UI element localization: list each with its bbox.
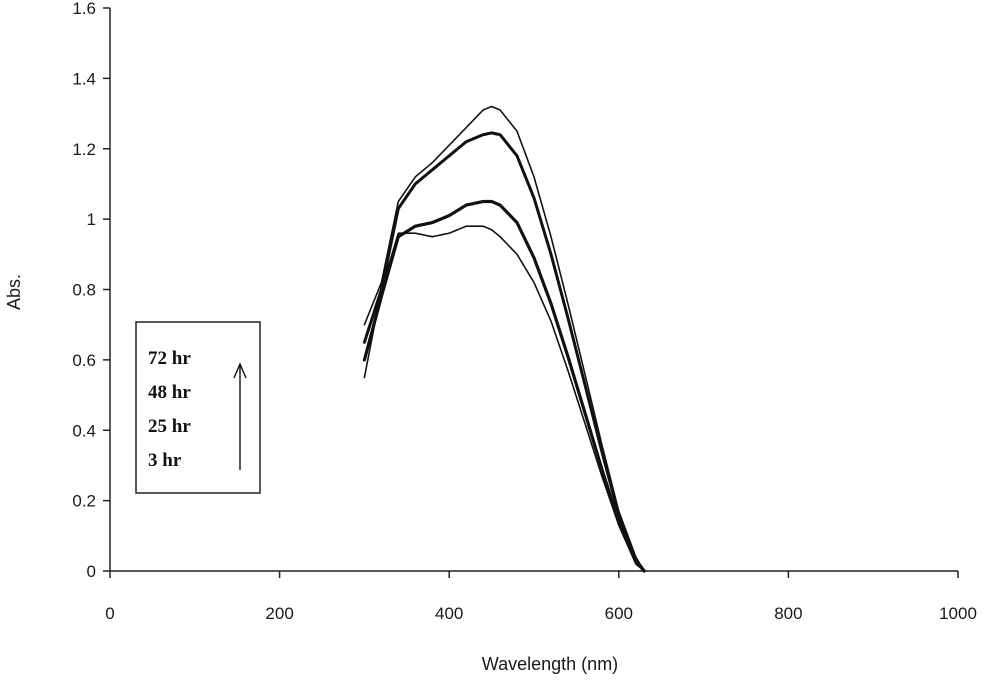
y-tick-label: 1.2 — [72, 140, 96, 159]
x-tick-label: 0 — [105, 604, 114, 623]
y-tick-label: 0.6 — [72, 351, 96, 370]
x-axis-label: Wavelength (nm) — [482, 654, 618, 674]
legend-item: 25 hr — [148, 416, 191, 437]
x-tick-label: 400 — [435, 604, 463, 623]
legend-item: 72 hr — [148, 348, 191, 369]
y-tick-label: 0 — [87, 562, 96, 581]
x-tick-label: 800 — [774, 604, 802, 623]
y-tick-label: 1.6 — [72, 0, 96, 18]
x-tick-label: 600 — [605, 604, 633, 623]
x-tick-label: 200 — [265, 604, 293, 623]
y-tick-label: 0.8 — [72, 281, 96, 300]
legend-item: 48 hr — [148, 382, 191, 403]
legend-arrow-head — [233, 362, 247, 379]
y-tick-label: 1 — [87, 210, 96, 229]
series-line-3-hr — [363, 225, 645, 572]
x-tick-label: 1000 — [939, 604, 977, 623]
series-line-72-hr — [363, 105, 645, 572]
y-tick-label: 0.2 — [72, 492, 96, 511]
y-tick-label: 0.4 — [72, 421, 96, 440]
y-axis-label: Abs. — [4, 274, 24, 310]
legend-item: 3 hr — [148, 450, 182, 471]
series-line-25-hr — [362, 199, 646, 573]
legend: 72 hr 48 hr 25 hr 3 hr — [135, 321, 261, 494]
series-line-48-hr — [362, 131, 646, 573]
y-tick-label: 1.4 — [72, 69, 96, 88]
